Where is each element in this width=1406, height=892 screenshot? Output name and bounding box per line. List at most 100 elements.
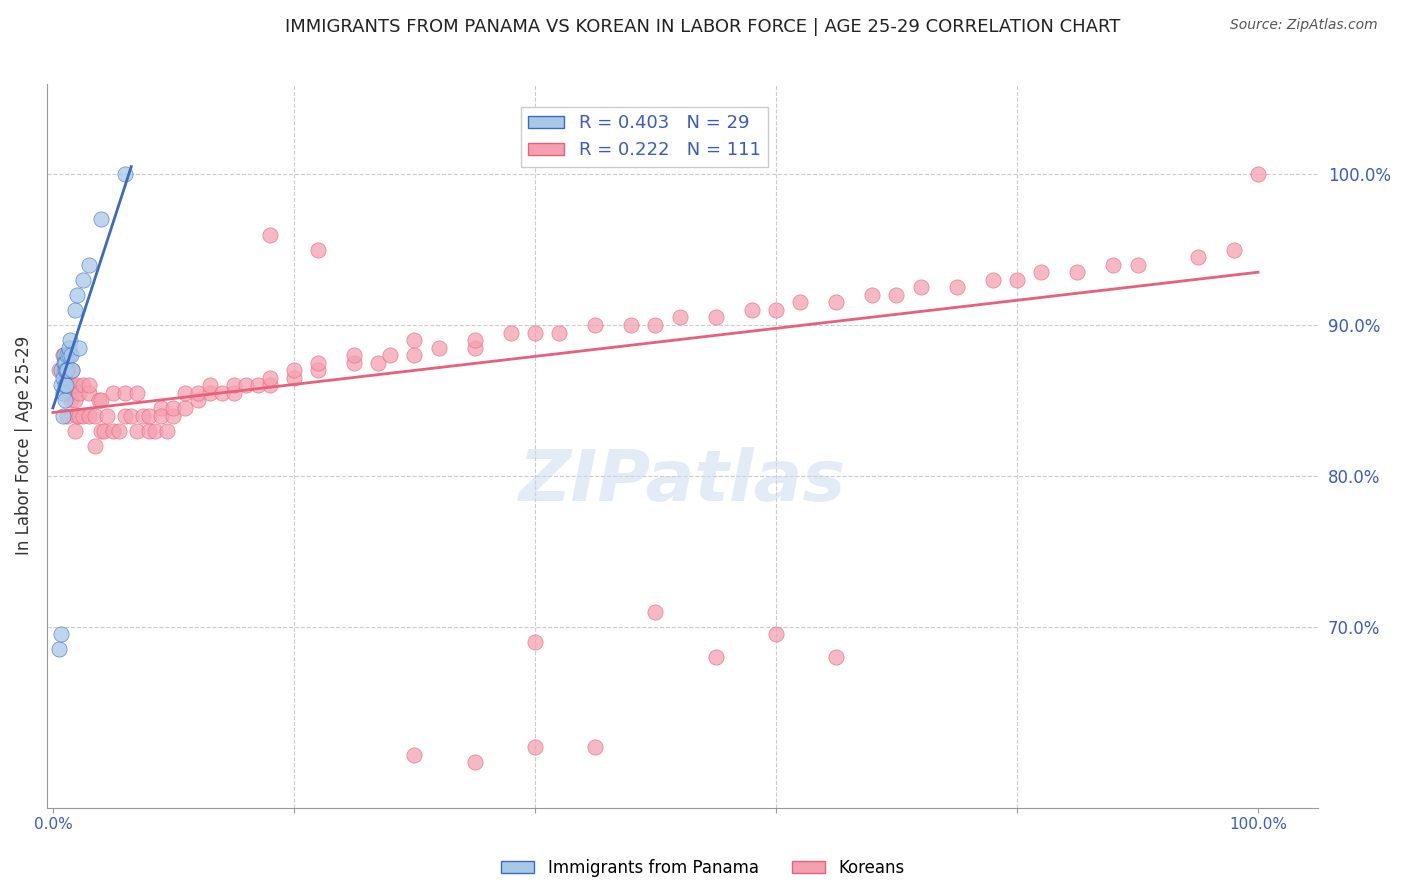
- Point: [55, 363, 77, 377]
- Point: [741, 302, 763, 317]
- Point: [427, 341, 450, 355]
- Point: [1126, 258, 1149, 272]
- Point: [132, 409, 155, 423]
- Point: [72, 273, 94, 287]
- Point: [1029, 265, 1052, 279]
- Point: [127, 424, 149, 438]
- Point: [58, 385, 80, 400]
- Point: [367, 356, 389, 370]
- Point: [53, 378, 76, 392]
- Point: [138, 424, 160, 438]
- Point: [93, 424, 115, 438]
- Point: [143, 424, 166, 438]
- Point: [101, 385, 124, 400]
- Point: [548, 326, 571, 340]
- Point: [114, 409, 136, 423]
- Point: [63, 424, 86, 438]
- Point: [59, 333, 82, 347]
- Point: [174, 401, 197, 415]
- Legend: Immigrants from Panama, Koreans: Immigrants from Panama, Koreans: [495, 853, 911, 884]
- Point: [307, 356, 329, 370]
- Point: [186, 393, 208, 408]
- Point: [138, 409, 160, 423]
- Point: [464, 756, 486, 770]
- Point: [114, 385, 136, 400]
- Point: [259, 378, 281, 392]
- Point: [63, 302, 86, 317]
- Point: [583, 318, 606, 332]
- Point: [222, 378, 245, 392]
- Point: [1187, 250, 1209, 264]
- Point: [404, 348, 426, 362]
- Point: [67, 341, 90, 355]
- Point: [48, 363, 70, 377]
- Point: [84, 409, 107, 423]
- Point: [211, 385, 233, 400]
- Point: [1102, 258, 1125, 272]
- Point: [150, 401, 173, 415]
- Point: [53, 356, 76, 370]
- Point: [464, 341, 486, 355]
- Point: [222, 385, 245, 400]
- Point: [53, 393, 76, 408]
- Point: [583, 740, 606, 755]
- Text: ZIPatlas: ZIPatlas: [519, 448, 846, 516]
- Point: [59, 348, 82, 362]
- Text: Source: ZipAtlas.com: Source: ZipAtlas.com: [1230, 18, 1378, 32]
- Point: [84, 439, 107, 453]
- Point: [198, 378, 221, 392]
- Point: [72, 409, 94, 423]
- Point: [60, 378, 83, 392]
- Point: [53, 363, 76, 377]
- Point: [404, 333, 426, 347]
- Point: [48, 642, 70, 657]
- Point: [156, 424, 179, 438]
- Point: [51, 371, 73, 385]
- Point: [825, 649, 848, 664]
- Point: [668, 310, 690, 325]
- Point: [87, 393, 110, 408]
- Point: [704, 649, 727, 664]
- Point: [343, 356, 366, 370]
- Point: [945, 280, 967, 294]
- Point: [53, 371, 76, 385]
- Point: [860, 288, 883, 302]
- Point: [101, 424, 124, 438]
- Point: [108, 424, 131, 438]
- Point: [259, 371, 281, 385]
- Point: [63, 393, 86, 408]
- Point: [90, 424, 112, 438]
- Point: [55, 378, 77, 392]
- Point: [77, 385, 100, 400]
- Point: [51, 627, 73, 641]
- Point: [53, 348, 76, 362]
- Point: [77, 258, 100, 272]
- Point: [620, 318, 643, 332]
- Point: [66, 409, 89, 423]
- Point: [981, 273, 1004, 287]
- Point: [56, 348, 79, 362]
- Point: [404, 747, 426, 762]
- Point: [90, 393, 112, 408]
- Point: [343, 348, 366, 362]
- Point: [51, 363, 73, 377]
- Point: [66, 378, 89, 392]
- Point: [67, 385, 90, 400]
- Point: [259, 227, 281, 242]
- Point: [825, 295, 848, 310]
- Point: [886, 288, 908, 302]
- Point: [765, 302, 787, 317]
- Point: [56, 363, 79, 377]
- Point: [1066, 265, 1088, 279]
- Text: IMMIGRANTS FROM PANAMA VS KOREAN IN LABOR FORCE | AGE 25-29 CORRELATION CHART: IMMIGRANTS FROM PANAMA VS KOREAN IN LABO…: [285, 18, 1121, 36]
- Point: [644, 318, 666, 332]
- Point: [162, 401, 184, 415]
- Point: [235, 378, 257, 392]
- Point: [77, 378, 100, 392]
- Point: [67, 409, 90, 423]
- Point: [52, 356, 75, 370]
- Point: [51, 378, 73, 392]
- Point: [198, 385, 221, 400]
- Point: [60, 363, 83, 377]
- Point: [150, 409, 173, 423]
